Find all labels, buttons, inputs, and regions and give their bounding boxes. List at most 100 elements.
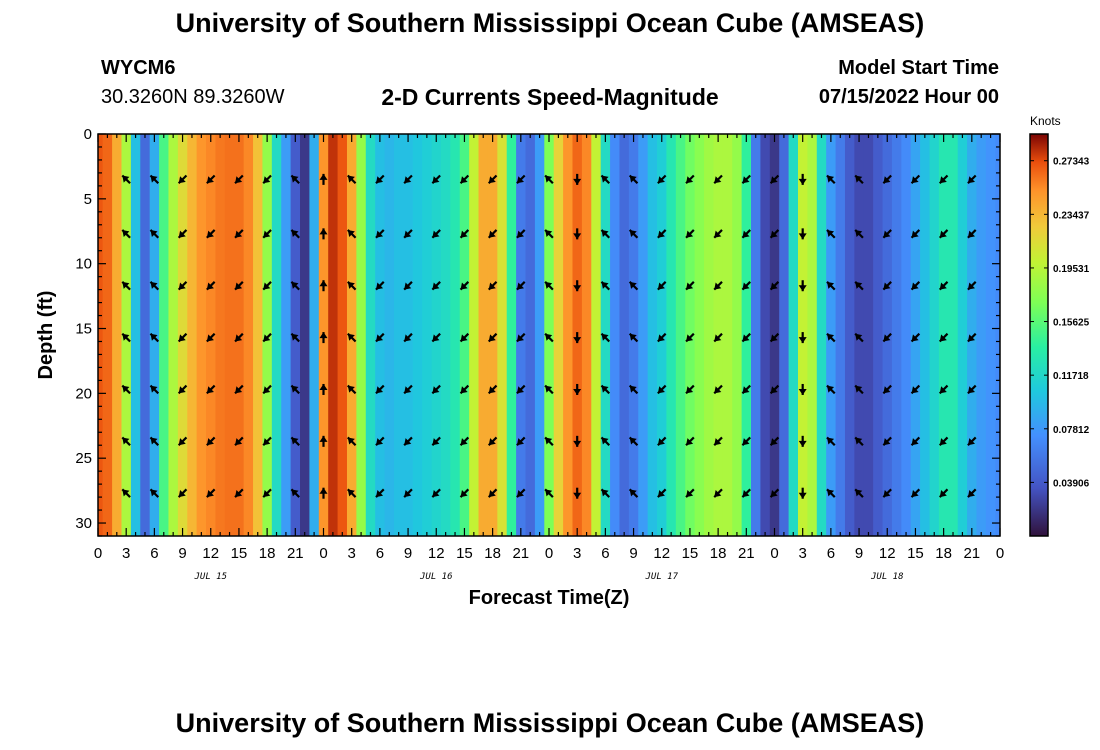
x-tick-label: 18 (259, 545, 276, 562)
current-vectors (121, 173, 977, 499)
current-arrow (854, 174, 864, 185)
current-arrow (657, 384, 667, 395)
current-arrow (234, 174, 244, 185)
heatmap-cell (281, 134, 292, 536)
current-arrow (741, 174, 751, 185)
heatmap-cell (647, 134, 658, 536)
current-arrow (121, 229, 131, 239)
current-arrow (375, 281, 385, 291)
current-arrow (854, 229, 864, 239)
current-arrow (431, 174, 441, 185)
current-arrow (826, 488, 836, 498)
current-arrow (319, 383, 328, 395)
current-arrow (854, 436, 864, 447)
current-arrow (319, 487, 328, 499)
current-arrow (206, 332, 216, 343)
current-arrow (290, 332, 300, 343)
current-arrow (769, 332, 780, 343)
y-tick-label: 10 (75, 256, 92, 273)
heatmap-cell (704, 134, 715, 536)
current-arrow (403, 332, 413, 343)
current-arrow (177, 332, 188, 343)
current-arrow (628, 332, 639, 343)
current-arrow (685, 281, 695, 291)
current-arrow (234, 436, 244, 447)
current-arrow (319, 435, 328, 447)
current-arrow (121, 174, 131, 185)
x-tick-label: 18 (935, 545, 952, 562)
heatmap-cell (506, 134, 517, 536)
heatmap-cell (431, 134, 442, 536)
current-arrow (319, 332, 328, 344)
current-arrow (516, 384, 526, 395)
colorbar-scale (1029, 133, 1049, 537)
current-arrow (431, 332, 441, 343)
current-arrow (910, 436, 921, 447)
current-arrow (487, 384, 498, 395)
current-arrow (967, 384, 977, 395)
x-tick-label: 9 (178, 545, 186, 562)
current-arrow (177, 229, 188, 239)
current-arrow (967, 281, 977, 291)
heatmap-cell (760, 134, 771, 536)
heatmap-cell (168, 134, 179, 536)
current-arrow (290, 174, 300, 185)
heatmap-cell (177, 134, 188, 536)
current-arrow (487, 436, 498, 447)
current-arrow (600, 436, 611, 447)
current-arrow (290, 436, 300, 447)
heatmap-cell (732, 134, 743, 536)
x-tick-label: 15 (456, 545, 473, 562)
current-arrow (177, 174, 188, 185)
current-arrow (628, 281, 639, 291)
heatmap-cell (271, 134, 282, 536)
current-arrow (938, 229, 949, 239)
current-arrow (910, 229, 921, 239)
heatmap-cell (309, 134, 320, 536)
current-arrow (516, 332, 526, 343)
current-arrow (826, 229, 836, 239)
model-start-value: 07/15/2022 Hour 00 (818, 86, 999, 108)
current-arrow (769, 281, 780, 291)
current-arrow (769, 384, 780, 395)
heatmap-cell (816, 134, 827, 536)
current-arrow (403, 488, 413, 498)
current-arrow (882, 229, 892, 239)
current-arrow (882, 174, 892, 185)
heatmap-cell (440, 134, 451, 536)
current-arrow (149, 332, 160, 343)
colorbar-tick-label: 0.07812 (1053, 425, 1090, 436)
current-arrow (882, 384, 892, 395)
heatmap-cell (967, 134, 978, 536)
heatmap-cell (98, 134, 104, 536)
heatmap-cell (891, 134, 902, 536)
heatmap-cell (976, 134, 987, 536)
day-label: JUL 18 (870, 572, 904, 582)
current-arrow (967, 332, 977, 343)
current-arrow (262, 384, 272, 395)
x-tick-label: 21 (963, 545, 980, 562)
current-arrow (657, 488, 667, 498)
current-arrow (741, 384, 751, 395)
heatmap-cell (412, 134, 423, 536)
current-arrow (375, 229, 385, 239)
current-arrow (967, 174, 977, 185)
current-arrow (910, 174, 921, 185)
colorbar-tick-label: 0.03906 (1053, 478, 1090, 489)
current-arrow (149, 229, 160, 239)
current-arrow (234, 384, 244, 395)
current-arrow (206, 488, 216, 498)
current-arrow (516, 174, 526, 185)
current-arrow (657, 436, 667, 447)
heatmap-cell (206, 134, 217, 536)
current-arrow (967, 488, 977, 498)
current-arrow (149, 281, 160, 291)
current-arrow (459, 384, 470, 395)
current-arrow (431, 436, 441, 447)
heatmap-cell (478, 134, 489, 536)
current-arrow (741, 281, 751, 291)
current-arrow (206, 384, 216, 395)
current-arrow (938, 488, 949, 498)
current-arrow (459, 229, 470, 239)
current-arrow (573, 383, 582, 395)
